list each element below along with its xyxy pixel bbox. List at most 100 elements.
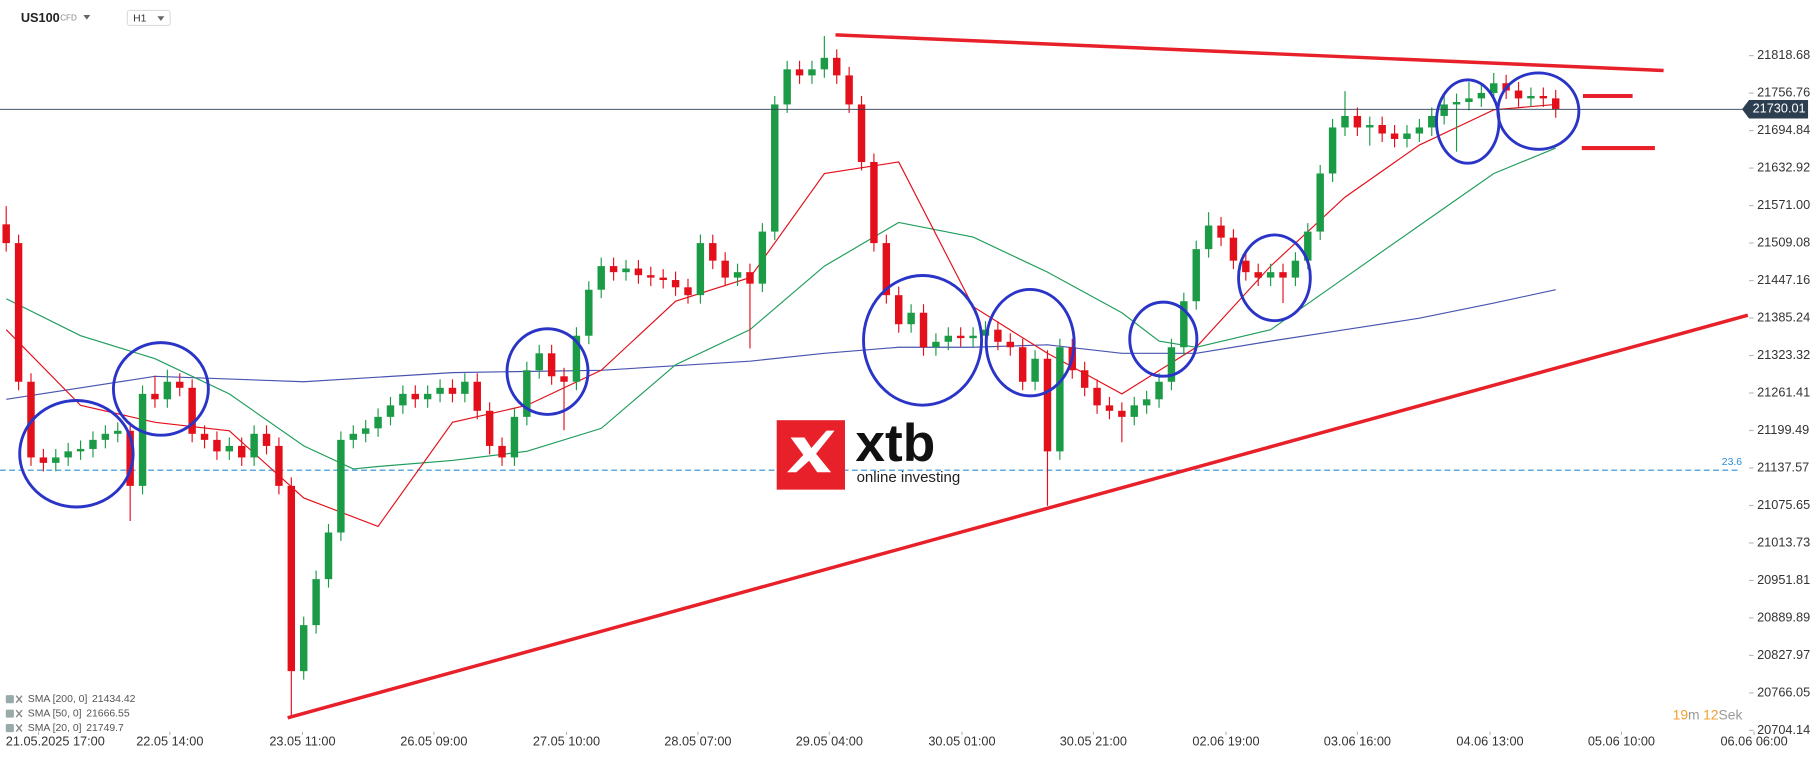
candle-body — [795, 69, 804, 76]
candle-body — [225, 445, 234, 452]
candle-body — [1477, 92, 1486, 99]
countdown-seconds: 12 — [1703, 706, 1719, 722]
candle-body — [1465, 98, 1473, 103]
x-tick-label: 04.06 13:00 — [1456, 733, 1523, 748]
legend-toggle — [15, 709, 23, 718]
candle-body — [399, 393, 407, 406]
candle-body — [1043, 358, 1052, 452]
y-tick-label: 20951.81 — [1757, 572, 1810, 587]
candle-body — [114, 430, 122, 434]
candle-body — [845, 75, 853, 105]
legend-value: 21749.7 — [86, 723, 124, 734]
candle-body — [52, 457, 60, 463]
candle-body — [944, 335, 953, 342]
candle-body — [1452, 102, 1461, 105]
timeframe-dropdown-arrow[interactable] — [157, 16, 165, 21]
candle-body — [882, 243, 891, 296]
highlight-circle — [1237, 233, 1312, 323]
y-tick-label: 21261.41 — [1757, 384, 1810, 399]
timeframe-box[interactable] — [126, 9, 171, 27]
y-tick-label: 21385.24 — [1757, 309, 1810, 324]
candle-body — [833, 57, 841, 76]
candle-body — [299, 625, 308, 672]
candle-body — [1291, 260, 1300, 278]
candle-body — [262, 433, 271, 446]
fib-level-label: 23.6 — [1722, 457, 1742, 468]
candle-body — [1279, 272, 1287, 278]
header: US100 CFD H1 — [21, 9, 171, 27]
candle-body — [436, 387, 444, 394]
candle-body — [647, 275, 655, 278]
legend-name: SMA [200, 0] — [28, 694, 88, 705]
candle-body — [919, 312, 928, 348]
candle-body — [213, 439, 221, 452]
symbol-dropdown-arrow[interactable] — [83, 15, 91, 20]
candle-body — [176, 381, 184, 388]
candle-body — [1056, 347, 1064, 452]
moving-average-line — [6, 289, 1556, 400]
candle-body — [485, 410, 494, 446]
annotations — [18, 71, 1581, 509]
y-tick-label: 21509.08 — [1757, 234, 1810, 249]
tagline: online investing — [857, 469, 961, 486]
candle-body — [1105, 405, 1114, 411]
candle-body — [547, 353, 556, 377]
candle-body — [758, 231, 767, 284]
candle-body — [733, 272, 742, 278]
candle-body — [64, 451, 72, 458]
legend-icon — [5, 695, 14, 704]
candle-body — [1304, 231, 1312, 261]
timeframe[interactable]: H1 — [133, 13, 147, 24]
x-tick-label: 27.05 10:00 — [533, 733, 600, 748]
candle-body — [622, 268, 630, 273]
y-tick-label: 20766.05 — [1757, 684, 1810, 699]
candle-body — [448, 387, 457, 394]
legend-toggle — [15, 724, 23, 733]
legend-entry: SMA [200, 0] 21434.42 — [28, 694, 136, 705]
candle-body — [1378, 125, 1386, 134]
y-tick-label: 21199.49 — [1757, 422, 1809, 437]
countdown-unit: Sek — [1719, 706, 1743, 722]
highlight-circle — [984, 287, 1076, 398]
candle-body — [659, 277, 667, 281]
candle-body — [287, 485, 296, 672]
candle-body — [820, 57, 829, 70]
candle-body — [783, 69, 791, 105]
watermark: xtb online investing — [776, 414, 961, 490]
highlight-circle — [505, 327, 590, 416]
candle-body — [1018, 347, 1027, 382]
legend-value: 21666.55 — [86, 708, 130, 719]
x-tick-label: 02.06 19:00 — [1192, 733, 1259, 748]
candle-body — [585, 289, 593, 336]
candle-body — [1006, 341, 1015, 348]
legend-name: SMA [50, 0] — [28, 708, 82, 719]
trendline — [835, 33, 1664, 73]
candle-body — [956, 335, 965, 339]
candle-body — [684, 287, 692, 296]
candle-body — [721, 260, 729, 278]
candle-body — [324, 532, 333, 580]
candle-body — [361, 428, 370, 434]
highlight-circle — [18, 399, 135, 509]
countdown-minutes: 19 — [1673, 706, 1689, 722]
y-tick-label: 20827.97 — [1757, 647, 1810, 662]
last-price-label: 21730.01 — [1753, 101, 1806, 116]
x-tick-label: 22.05 14:00 — [136, 733, 203, 748]
candle-body — [510, 416, 519, 458]
candle-body — [423, 393, 432, 400]
candle-body — [1415, 127, 1424, 134]
candle-body — [1031, 358, 1039, 382]
candle-body — [1155, 381, 1163, 400]
symbol[interactable]: US100 — [21, 10, 60, 25]
candle-body — [609, 266, 618, 273]
candle-body — [1366, 125, 1374, 128]
candle-body — [808, 69, 816, 76]
x-tick-label: 23.05 11:00 — [269, 733, 335, 748]
candle-body — [312, 579, 320, 626]
candle-body — [411, 393, 419, 400]
candle-body — [1180, 301, 1188, 348]
candle-body — [1316, 173, 1324, 232]
candle-body — [746, 272, 754, 284]
legend-toggle — [15, 695, 23, 704]
